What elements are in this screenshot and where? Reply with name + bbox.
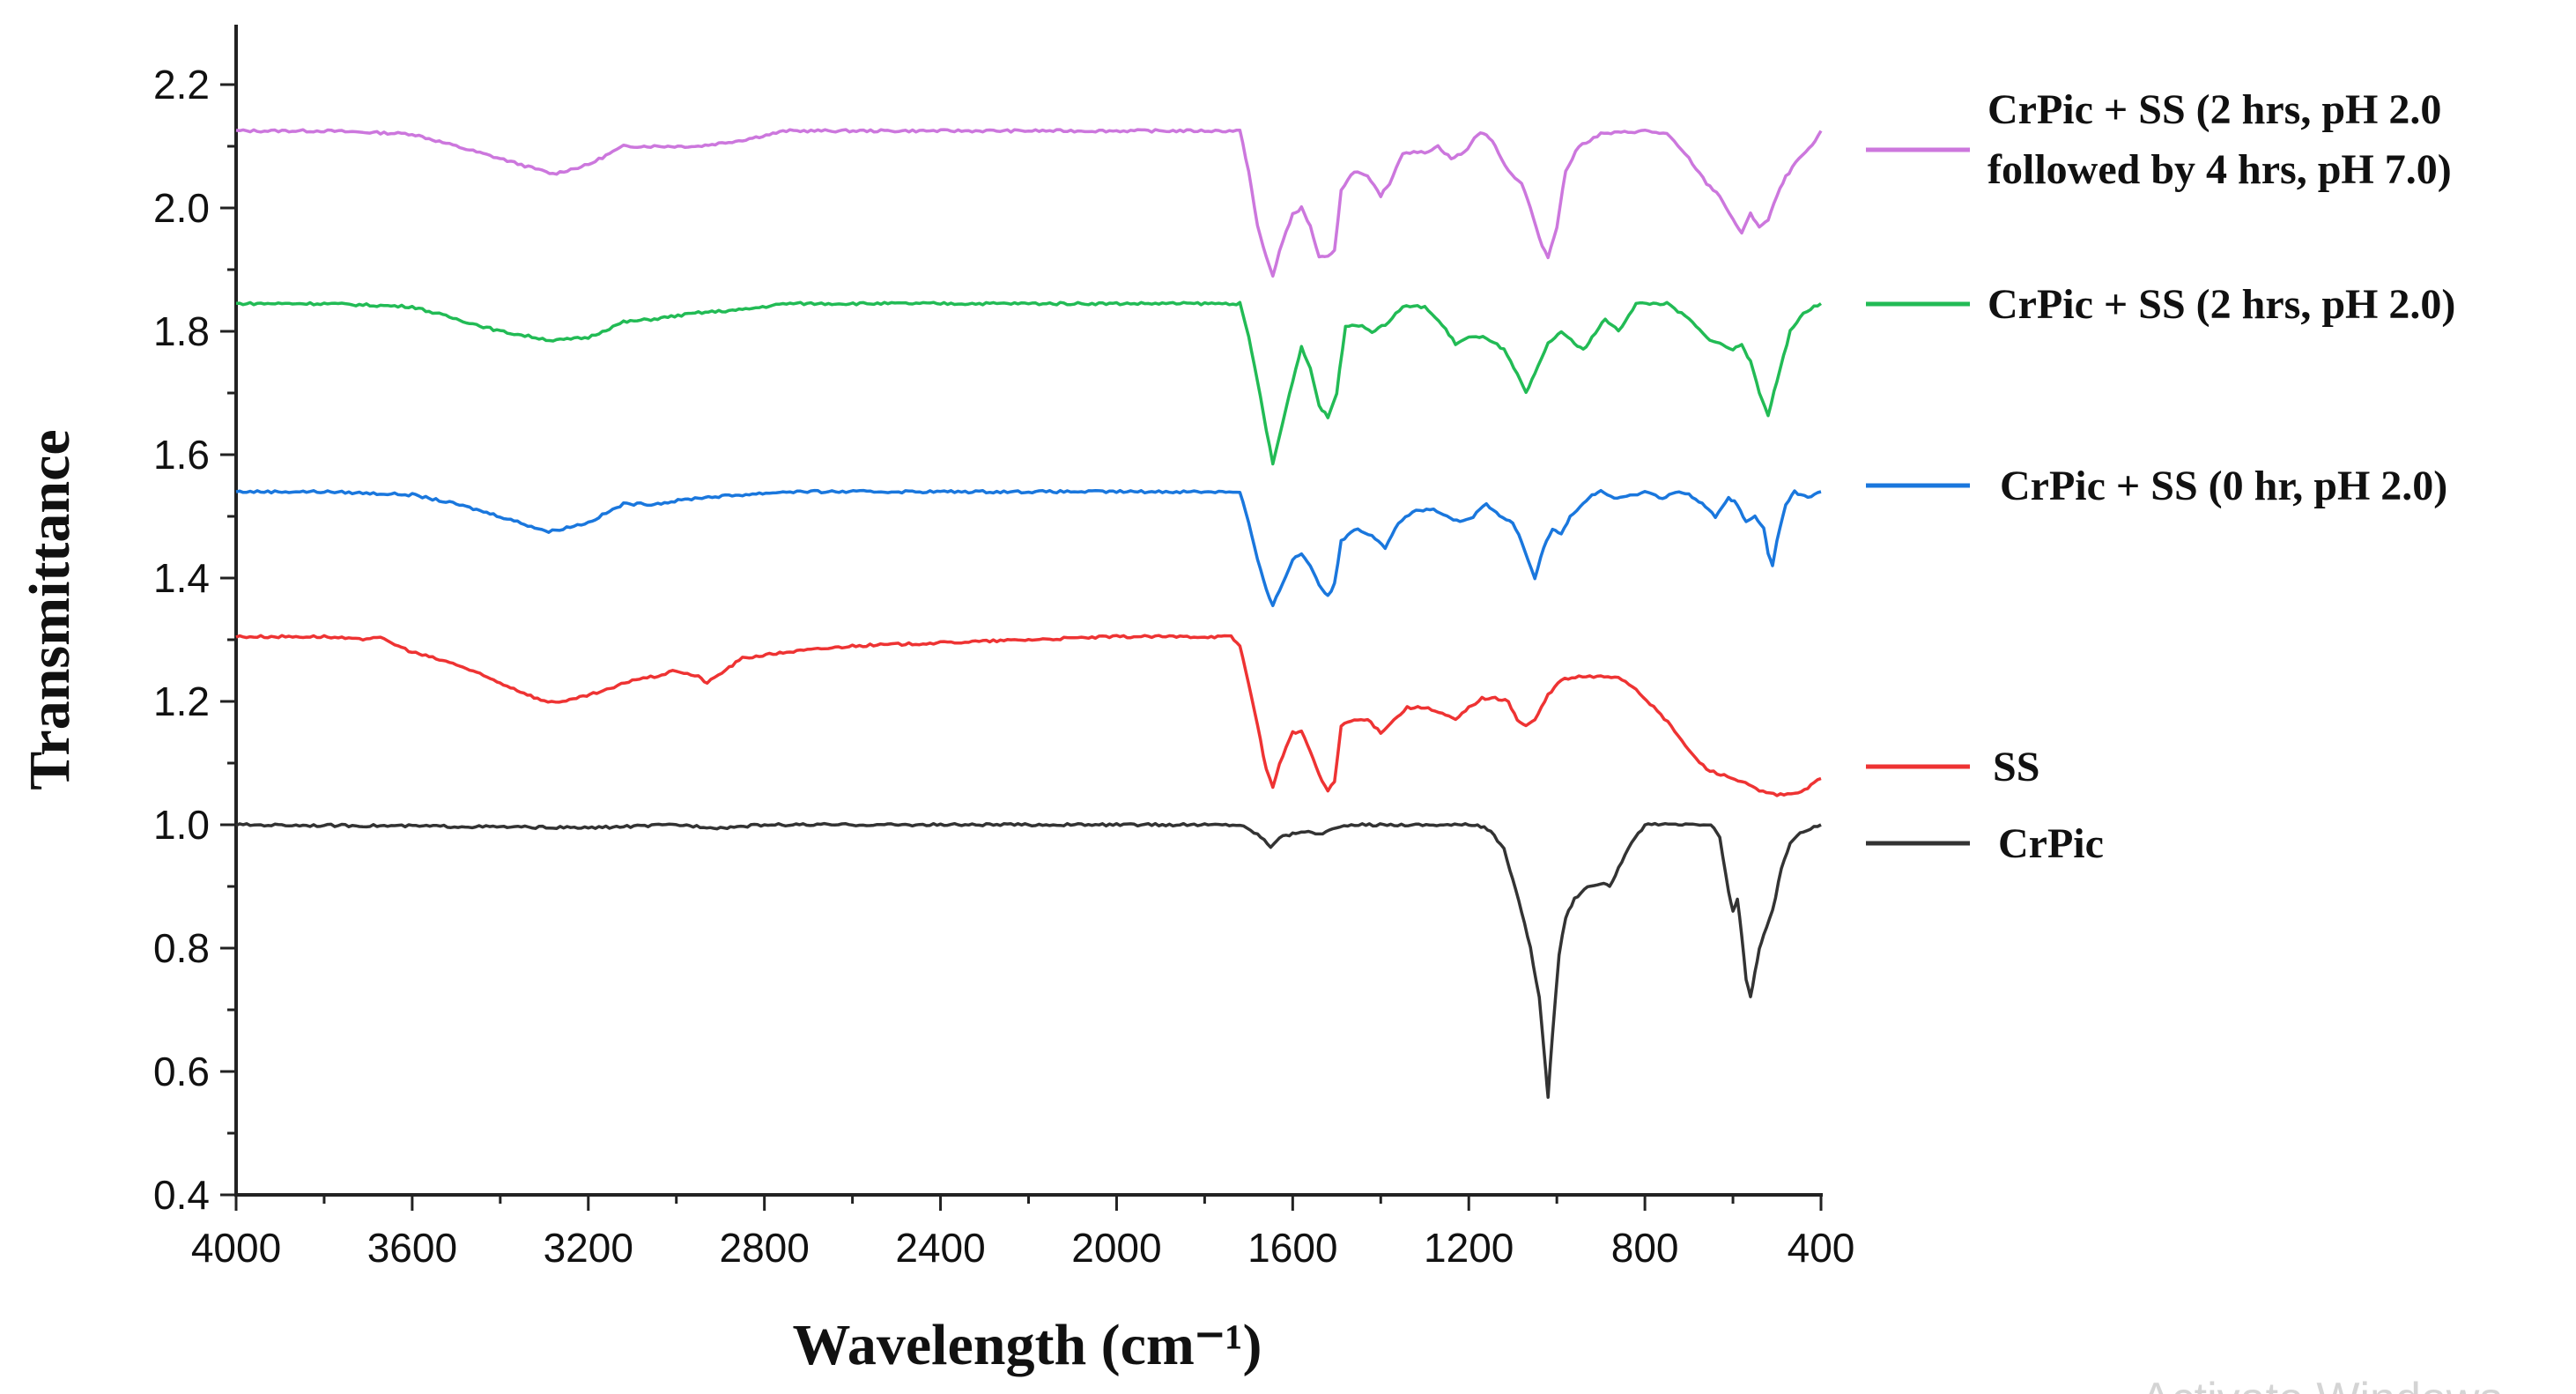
x-tick-label: 3600 (367, 1225, 457, 1271)
x-tick-label: 4000 (191, 1225, 281, 1271)
series-line (235, 300, 1823, 466)
y-tick-label: 1.0 (153, 802, 210, 848)
y-tick-label: 0.8 (153, 925, 210, 971)
series-lines (235, 128, 1823, 1099)
series-line (235, 488, 1822, 608)
series-line (235, 128, 1823, 278)
axes (234, 25, 1823, 1197)
x-axis-title: Wavelength (cm⁻¹) (792, 1313, 1262, 1377)
legend: CrPic + SS (2 hrs, pH 2.0 followed by 4 h… (1866, 86, 2455, 867)
ticks: 4000 3600 3200 2800 2400 2000 1600 1200 800 400 0.… (153, 62, 1854, 1271)
x-tick-label: 2400 (895, 1225, 985, 1271)
y-tick-label: 2.0 (153, 185, 210, 231)
legend-label: CrPic + SS (0 hr, pH 2.0) (2000, 463, 2447, 509)
y-tick-label: 1.4 (153, 555, 210, 601)
x-tick-label: 3200 (544, 1225, 633, 1271)
x-tick-label: 2800 (719, 1225, 809, 1271)
legend-label: SS (1993, 744, 2039, 790)
watermark-text: Activate Windows (2141, 1374, 2502, 1394)
legend-label: CrPic + SS (2 hrs, pH 2.0) (1988, 281, 2455, 328)
y-tick-label: 0.4 (153, 1172, 210, 1218)
y-tick-label: 1.2 (153, 678, 210, 724)
series-line (235, 634, 1822, 797)
legend-label: CrPic + SS (2 hrs, pH 2.0 (1988, 86, 2441, 133)
y-tick-label: 0.6 (153, 1049, 210, 1094)
x-tick-label: 800 (1611, 1225, 1679, 1271)
y-tick-label: 1.6 (153, 432, 210, 478)
legend-label: followed by 4 hrs, pH 7.0) (1988, 146, 2452, 193)
y-axis-title: Transmittance (18, 429, 82, 790)
legend-label: CrPic (1998, 820, 2104, 867)
y-tick-label: 2.2 (153, 62, 210, 108)
y-tick-label: 1.8 (153, 308, 210, 354)
x-tick-label: 1600 (1247, 1225, 1337, 1271)
x-tick-label: 2000 (1071, 1225, 1161, 1271)
x-tick-label: 1200 (1424, 1225, 1514, 1271)
series-line (235, 821, 1822, 1099)
x-tick-label: 400 (1788, 1225, 1855, 1271)
